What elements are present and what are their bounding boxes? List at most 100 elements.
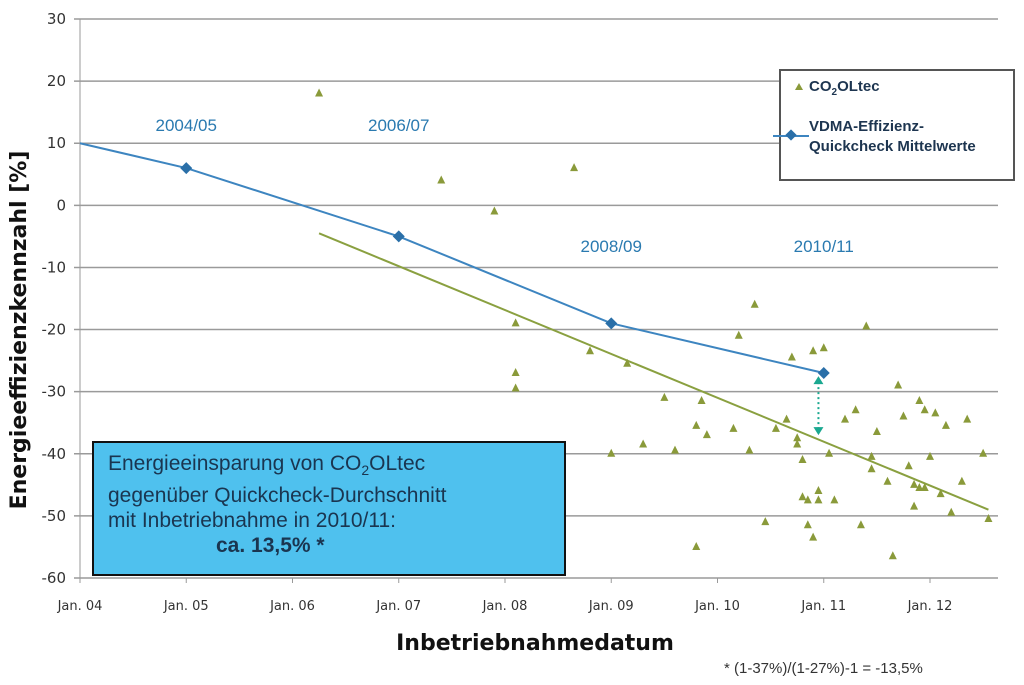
y-tick-label: -10 bbox=[42, 258, 67, 276]
y-tick-label: 30 bbox=[47, 10, 66, 28]
scatter-points bbox=[315, 88, 993, 560]
scatter-point bbox=[894, 380, 903, 389]
y-tick-label: -50 bbox=[42, 507, 67, 525]
scatter-point bbox=[931, 408, 940, 417]
scatter-point bbox=[787, 352, 796, 361]
scatter-point bbox=[904, 461, 913, 470]
legend-triangle-icon bbox=[795, 83, 803, 90]
vdma-series bbox=[79, 142, 830, 380]
scatter-point bbox=[586, 346, 594, 355]
scatter-point bbox=[814, 495, 823, 504]
scatter-point bbox=[490, 206, 499, 215]
scatter-point bbox=[798, 454, 807, 463]
legend: CO2OLtec VDMA-Effizienz- Quickcheck Mitt… bbox=[773, 69, 1015, 181]
scatter-point bbox=[793, 439, 802, 448]
x-tick-label: Jan. 09 bbox=[588, 599, 634, 614]
x-tick-label: Jan. 04 bbox=[57, 599, 103, 614]
difference-arrow bbox=[813, 376, 824, 436]
scatter-point bbox=[745, 445, 754, 454]
arrow-down-icon bbox=[813, 427, 824, 436]
x-tick-label: Jan. 11 bbox=[800, 599, 846, 614]
x-tick-label: Jan. 07 bbox=[375, 599, 421, 614]
y-tick-label: -20 bbox=[42, 321, 67, 339]
scatter-point bbox=[782, 414, 791, 423]
scatter-point bbox=[511, 368, 520, 377]
callout-line-4: ca. 13,5% * bbox=[216, 534, 325, 558]
x-tick-label: Jan. 12 bbox=[907, 599, 953, 614]
scatter-point bbox=[793, 433, 802, 442]
scatter-point bbox=[856, 520, 865, 529]
scatter-point bbox=[809, 532, 818, 541]
y-tick-labels: 30 20 10 0 -10 -20 -30 -40 -50 -60 bbox=[42, 10, 67, 587]
scatter-point bbox=[750, 299, 759, 308]
scatter-point bbox=[862, 321, 871, 330]
scatter-point bbox=[899, 411, 908, 420]
scatter-point bbox=[437, 175, 446, 184]
scatter-point bbox=[639, 439, 648, 448]
scatter-point bbox=[867, 464, 876, 473]
y-tick-label: -30 bbox=[42, 383, 67, 401]
y-axis-title: Energieeffizienzkennzahl [%] bbox=[7, 151, 32, 510]
scatter-point bbox=[825, 448, 834, 457]
vdma-point bbox=[180, 162, 193, 175]
scatter-point bbox=[915, 395, 924, 404]
scatter-point bbox=[941, 420, 950, 429]
scatter-point bbox=[883, 476, 892, 485]
scatter-point bbox=[963, 414, 972, 423]
scatter-point bbox=[947, 507, 956, 516]
x-tick-label: Jan. 06 bbox=[269, 599, 315, 614]
x-tick-label: Jan. 10 bbox=[694, 599, 740, 614]
callout-line-1: Energieeinsparung von CO2OLtec bbox=[108, 452, 426, 479]
scatter-point bbox=[819, 343, 828, 352]
scatter-point bbox=[809, 346, 818, 355]
scatter-point bbox=[315, 88, 324, 97]
vdma-line bbox=[79, 142, 824, 375]
vdma-point bbox=[392, 230, 405, 243]
scatter-point bbox=[979, 448, 988, 457]
scatter-point bbox=[803, 495, 812, 504]
scatter-point bbox=[872, 427, 881, 436]
period-label: 2006/07 bbox=[368, 116, 429, 135]
scatter-point bbox=[926, 451, 934, 460]
period-labels: 2004/05 2006/07 2008/09 2010/11 bbox=[156, 116, 854, 256]
scatter-point bbox=[729, 423, 738, 432]
scatter-point bbox=[910, 501, 919, 510]
scatter-point bbox=[660, 392, 669, 401]
trendline-group bbox=[318, 232, 989, 511]
savings-callout: Energieeinsparung von CO2OLtec gegenüber… bbox=[92, 441, 566, 576]
x-tick-label: Jan. 08 bbox=[482, 599, 528, 614]
scatter-point bbox=[511, 318, 520, 327]
scatter-point bbox=[511, 383, 520, 392]
scatter-point bbox=[761, 517, 770, 526]
scatter-point bbox=[702, 430, 711, 439]
y-tick-label: -60 bbox=[42, 569, 67, 587]
x-axis-title: Inbetriebnahmedatum bbox=[396, 631, 674, 656]
scatter-point bbox=[867, 451, 876, 460]
scatter-point bbox=[888, 551, 897, 560]
y-tick-label: 20 bbox=[47, 72, 66, 90]
period-label: 2010/11 bbox=[794, 237, 854, 256]
vdma-point bbox=[605, 317, 618, 330]
y-tick-label: 10 bbox=[47, 134, 66, 152]
x-tick-label: Jan. 05 bbox=[163, 599, 209, 614]
footnote: * (1-37%)/(1-27%)-1 = -13,5% bbox=[724, 660, 923, 677]
scatter-point bbox=[570, 163, 579, 172]
scatter-point bbox=[771, 423, 780, 432]
y-tick-label: 0 bbox=[56, 196, 66, 214]
scatter-point bbox=[910, 479, 919, 488]
scatter-point bbox=[830, 495, 839, 504]
trendline bbox=[318, 232, 989, 511]
scatter-point bbox=[841, 414, 849, 423]
period-label: 2004/05 bbox=[156, 116, 217, 135]
legend-item-co2oltec: CO2OLtec bbox=[809, 78, 880, 98]
scatter-point bbox=[803, 520, 812, 529]
arrow-up-icon bbox=[813, 376, 824, 385]
legend-diamond-icon bbox=[785, 129, 797, 141]
vdma-point bbox=[817, 367, 830, 380]
scatter-point bbox=[920, 482, 929, 491]
scatter-point bbox=[851, 405, 860, 414]
scatter-point bbox=[623, 358, 632, 367]
scatter-point bbox=[920, 405, 929, 414]
period-label: 2008/09 bbox=[581, 237, 642, 256]
